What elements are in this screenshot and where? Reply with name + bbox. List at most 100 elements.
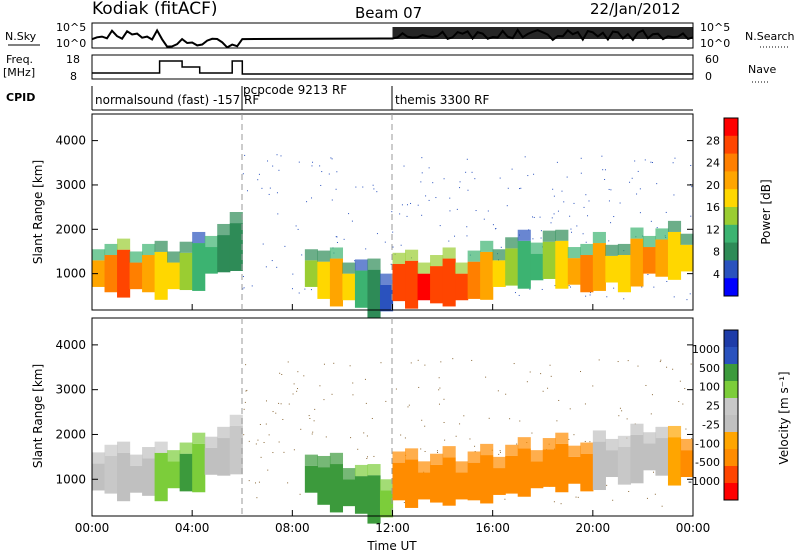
velocity-halo-42 xyxy=(680,438,694,451)
velocity-noise-dot xyxy=(678,401,680,403)
nsky-tick-low-right: 10^0 xyxy=(700,37,730,50)
velocity-noise-dot xyxy=(267,469,269,471)
velocity-halo-29 xyxy=(517,437,531,449)
power-cbar-swatch-3 xyxy=(724,171,738,190)
velocity-cbar-tick-7: -1000 xyxy=(688,475,720,488)
velocity-ytick-label-2: 2000 xyxy=(55,427,86,441)
power-noise-dot xyxy=(242,276,244,278)
power-cell-23 xyxy=(442,258,456,307)
power-halo-38 xyxy=(630,227,644,239)
power-marks xyxy=(92,212,694,318)
power-noise-dot xyxy=(529,288,531,290)
velocity-noise-dot xyxy=(499,450,501,452)
power-halo-8 xyxy=(192,231,206,244)
power-noise-dot xyxy=(474,178,476,180)
velocity-noise-dot xyxy=(265,423,267,425)
power-noise-dot xyxy=(443,178,445,180)
power-noise-dot xyxy=(243,287,245,289)
power-cell-21 xyxy=(417,273,431,301)
nsky-traces xyxy=(91,27,694,49)
power-noise-dot xyxy=(691,186,693,188)
power-noise-dot xyxy=(604,169,606,171)
power-noise-dot xyxy=(532,216,534,218)
power-noise-dot xyxy=(291,288,293,290)
power-cbar-frame xyxy=(723,117,739,297)
power-noise-dot xyxy=(280,155,282,157)
velocity-noise-dot xyxy=(691,438,693,440)
power-halo-6 xyxy=(167,251,181,263)
power-noise-dot xyxy=(608,188,610,190)
velocity-noise-dot xyxy=(589,441,591,443)
power-noise-dot xyxy=(351,220,353,222)
xtick-label-6: 00:00 xyxy=(676,521,711,535)
power-halo-18 xyxy=(379,273,394,285)
velocity-halo-34 xyxy=(580,442,594,454)
power-noise-dot xyxy=(448,240,450,242)
velocity-noise-dot xyxy=(352,394,354,396)
power-noise-dot xyxy=(499,177,501,179)
power-noise-dot xyxy=(553,195,555,197)
power-halo-28 xyxy=(505,237,519,249)
velocity-noise-dot xyxy=(556,420,558,422)
velocity-noise-dot xyxy=(395,388,397,390)
power-noise-dot xyxy=(362,186,364,188)
velocity-noise-dot xyxy=(420,448,422,450)
nsky-dense-block xyxy=(392,27,693,39)
velocity-halo-9 xyxy=(204,436,218,448)
power-cell-1 xyxy=(104,255,118,293)
power-cell-38 xyxy=(630,238,644,287)
velocity-cbar-swatch-9 xyxy=(724,483,738,501)
velocity-noise-dot xyxy=(592,385,594,387)
velocity-noise-dot xyxy=(404,437,406,439)
power-cell-5 xyxy=(154,251,168,300)
velocity-noise-dot xyxy=(497,390,499,392)
velocity-halo-23 xyxy=(442,446,456,458)
power-noise-dot xyxy=(276,154,278,156)
velocity-noise-dot xyxy=(297,371,299,373)
power-noise-dot xyxy=(421,157,423,159)
velocity-noise-dot xyxy=(621,410,623,412)
velocity-halo-13 xyxy=(317,455,331,468)
power-noise-dot xyxy=(276,192,278,194)
power-noise-dot xyxy=(571,231,573,233)
power-noise-dot xyxy=(262,243,264,245)
velocity-noise-dot xyxy=(580,371,582,373)
velocity-cbar-swatch-5 xyxy=(724,415,738,433)
velocity-noise-dot xyxy=(278,402,280,404)
power-cbar-tick-5: 8 xyxy=(713,246,720,259)
power-noise-dot xyxy=(589,292,591,294)
velocity-cbar-tick-2: 100 xyxy=(699,381,720,394)
velocity-cell-10 xyxy=(217,438,231,476)
power-noise-dot xyxy=(634,160,636,162)
power-noise-dot xyxy=(580,172,582,174)
velocity-halo-15 xyxy=(342,468,356,480)
velocity-cell-13 xyxy=(317,467,331,505)
power-noise-dot xyxy=(665,211,667,213)
velocity-noise-dot xyxy=(439,387,441,389)
velocity-halo-28 xyxy=(505,444,519,456)
power-noise-dot xyxy=(556,161,558,163)
velocity-noise-dot xyxy=(246,389,248,391)
power-cell-0 xyxy=(92,260,106,287)
power-noise-dot xyxy=(651,162,653,164)
power-cell-19 xyxy=(392,263,406,302)
nsky-tick-high: 10^5 xyxy=(56,21,86,34)
power-noise-dot xyxy=(454,235,456,237)
velocity-noise-dot xyxy=(350,437,352,439)
velocity-noise-dot xyxy=(265,400,267,402)
velocity-ytick-label-0: 4000 xyxy=(55,338,86,352)
power-halo-41 xyxy=(667,220,682,232)
power-noise-dot xyxy=(647,274,649,276)
nsky-strip: N.Sky 10^5 10^0 10^5 10^0 N.Search xyxy=(5,21,795,50)
velocity-halo-2 xyxy=(117,441,131,453)
power-halo-17 xyxy=(367,258,381,270)
velocity-noise-dot xyxy=(260,456,262,458)
velocity-cell-25 xyxy=(467,462,481,501)
velocity-halo-41 xyxy=(667,425,682,438)
velocity-noise-dot xyxy=(526,381,528,383)
velocity-cell-36 xyxy=(605,450,619,478)
station-title: Kodiak (fitACF) xyxy=(92,0,218,19)
velocity-noise-dot xyxy=(364,378,366,380)
velocity-noise-dot xyxy=(245,390,247,392)
velocity-noise-dot xyxy=(499,451,501,453)
